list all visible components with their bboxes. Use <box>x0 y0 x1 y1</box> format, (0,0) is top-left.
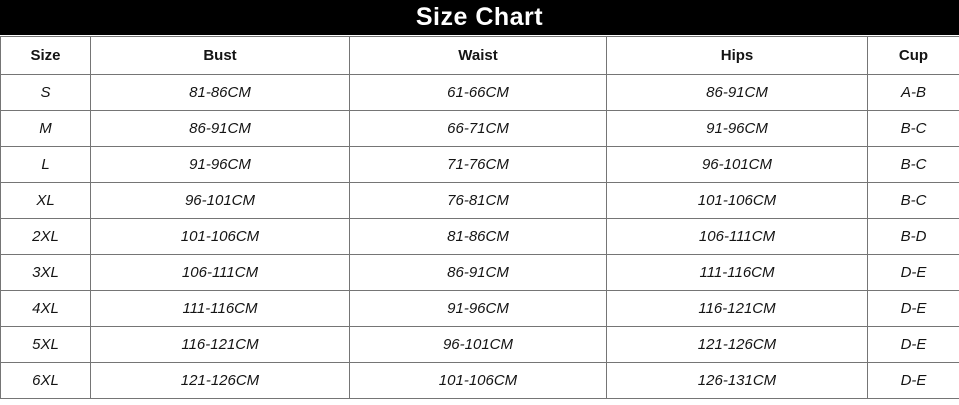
column-header-bust: Bust <box>90 36 350 75</box>
bust-cell: 91-96CM <box>90 146 350 183</box>
bust-cell: 106-111CM <box>90 254 350 291</box>
bottom-margin <box>0 399 959 405</box>
table-row: 4XL 111-116CM 91-96CM 116-121CM D-E <box>0 290 959 327</box>
table-row: 6XL 121-126CM 101-106CM 126-131CM D-E <box>0 362 959 399</box>
size-cell: 5XL <box>0 326 91 363</box>
size-table-header: Size Bust Waist Hips Cup <box>0 36 959 75</box>
cup-cell: D-E <box>867 290 959 327</box>
size-table-body: S 81-86CM 61-66CM 86-91CM A-B M 86-91CM … <box>0 74 959 399</box>
bust-cell: 116-121CM <box>90 326 350 363</box>
table-row: 3XL 106-111CM 86-91CM 111-116CM D-E <box>0 254 959 291</box>
hips-cell: 106-111CM <box>606 218 868 255</box>
waist-cell: 81-86CM <box>349 218 607 255</box>
cup-cell: B-C <box>867 146 959 183</box>
size-cell: XL <box>0 182 91 219</box>
table-row: 5XL 116-121CM 96-101CM 121-126CM D-E <box>0 326 959 363</box>
size-cell: 2XL <box>0 218 91 255</box>
size-cell: 6XL <box>0 362 91 399</box>
waist-cell: 96-101CM <box>349 326 607 363</box>
waist-cell: 76-81CM <box>349 182 607 219</box>
cup-cell: B-C <box>867 110 959 147</box>
bust-cell: 81-86CM <box>90 74 350 111</box>
bust-cell: 96-101CM <box>90 182 350 219</box>
column-header-size: Size <box>0 36 91 75</box>
table-row: S 81-86CM 61-66CM 86-91CM A-B <box>0 74 959 111</box>
size-cell: L <box>0 146 91 183</box>
table-row: M 86-91CM 66-71CM 91-96CM B-C <box>0 110 959 147</box>
hips-cell: 121-126CM <box>606 326 868 363</box>
column-header-cup: Cup <box>867 36 959 75</box>
bust-cell: 121-126CM <box>90 362 350 399</box>
waist-cell: 71-76CM <box>349 146 607 183</box>
cup-cell: B-D <box>867 218 959 255</box>
bust-cell: 101-106CM <box>90 218 350 255</box>
cup-cell: D-E <box>867 362 959 399</box>
waist-cell: 86-91CM <box>349 254 607 291</box>
table-row: L 91-96CM 71-76CM 96-101CM B-C <box>0 146 959 183</box>
bust-cell: 111-116CM <box>90 290 350 327</box>
hips-cell: 111-116CM <box>606 254 868 291</box>
hips-cell: 86-91CM <box>606 74 868 111</box>
hips-cell: 126-131CM <box>606 362 868 399</box>
column-header-hips: Hips <box>606 36 868 75</box>
waist-cell: 101-106CM <box>349 362 607 399</box>
cup-cell: D-E <box>867 254 959 291</box>
table-row: XL 96-101CM 76-81CM 101-106CM B-C <box>0 182 959 219</box>
size-cell: M <box>0 110 91 147</box>
size-cell: 4XL <box>0 290 91 327</box>
waist-cell: 91-96CM <box>349 290 607 327</box>
hips-cell: 101-106CM <box>606 182 868 219</box>
size-table: Size Bust Waist Hips Cup S 81-86CM 61-66… <box>0 36 959 399</box>
cup-cell: A-B <box>867 74 959 111</box>
hips-cell: 96-101CM <box>606 146 868 183</box>
hips-cell: 91-96CM <box>606 110 868 147</box>
bust-cell: 86-91CM <box>90 110 350 147</box>
size-chart-title-bar: Size Chart <box>0 0 959 36</box>
cup-cell: D-E <box>867 326 959 363</box>
waist-cell: 66-71CM <box>349 110 607 147</box>
size-cell: S <box>0 74 91 111</box>
header-row: Size Bust Waist Hips Cup <box>0 36 959 75</box>
page-title: Size Chart <box>415 3 544 31</box>
size-cell: 3XL <box>0 254 91 291</box>
table-row: 2XL 101-106CM 81-86CM 106-111CM B-D <box>0 218 959 255</box>
waist-cell: 61-66CM <box>349 74 607 111</box>
hips-cell: 116-121CM <box>606 290 868 327</box>
column-header-waist: Waist <box>349 36 607 75</box>
cup-cell: B-C <box>867 182 959 219</box>
